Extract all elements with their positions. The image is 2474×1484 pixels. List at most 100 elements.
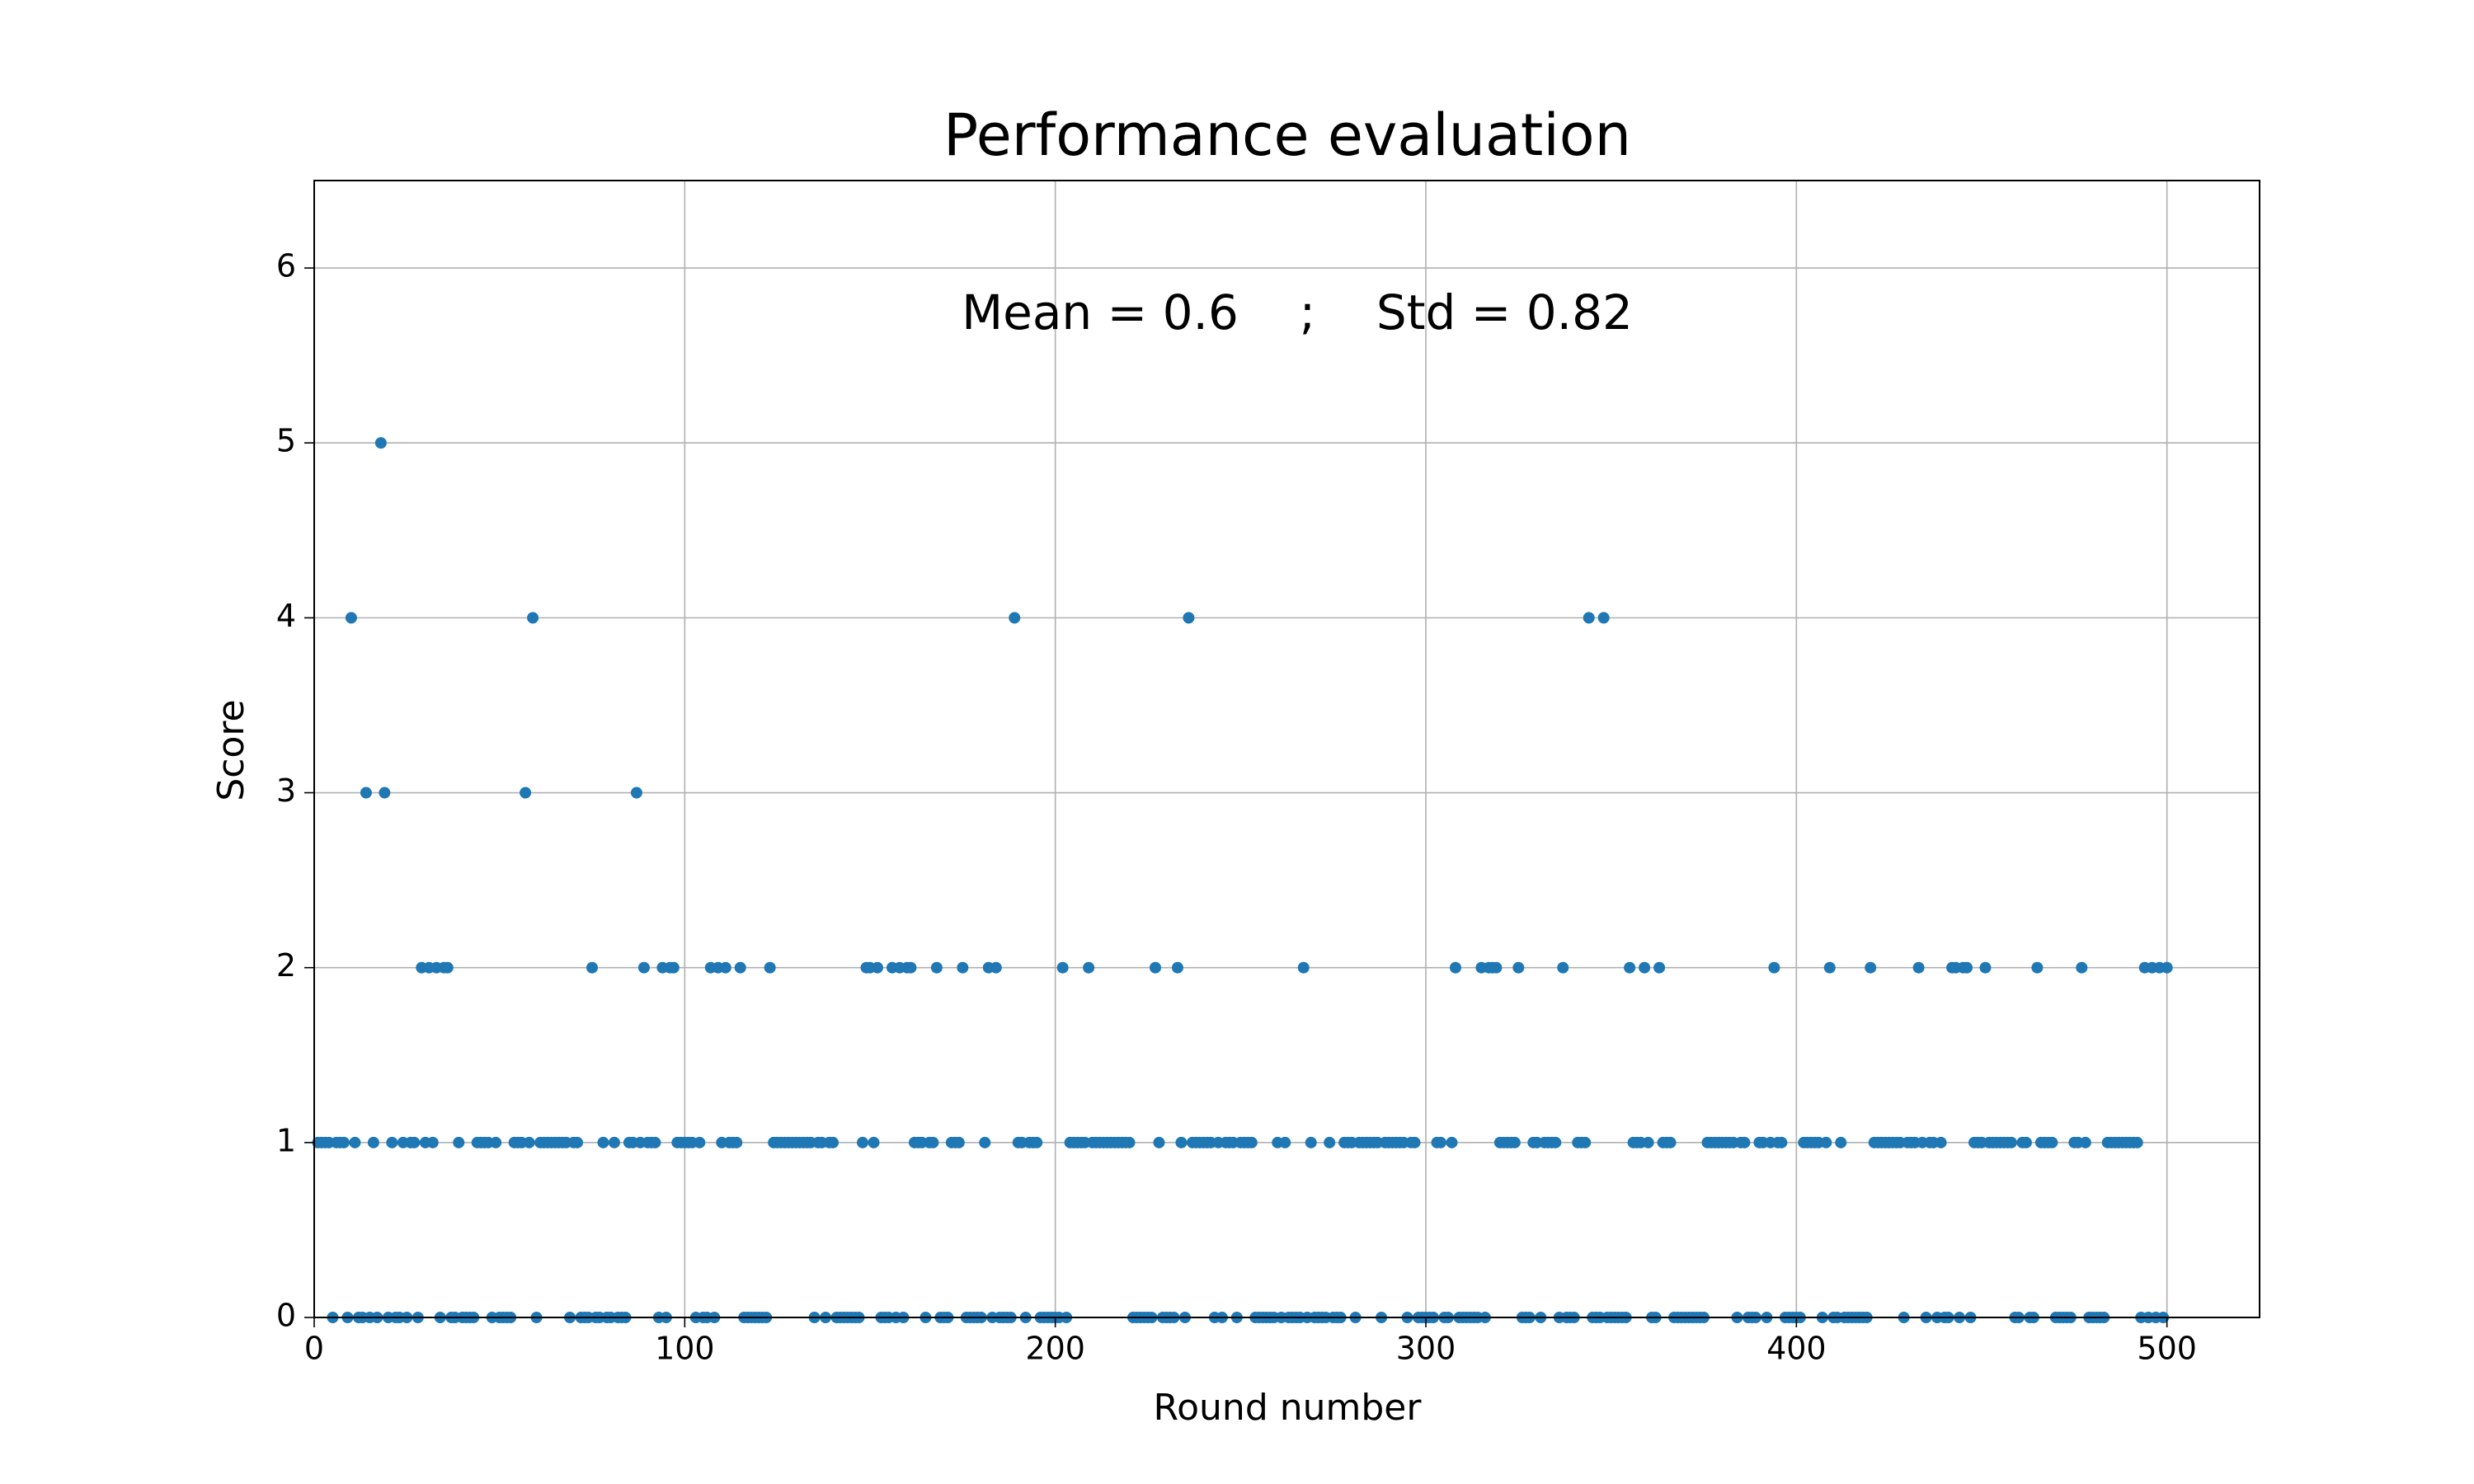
point — [360, 787, 372, 799]
point — [2046, 1136, 2058, 1148]
point — [1579, 1136, 1592, 1148]
point — [527, 612, 539, 624]
point — [386, 1136, 398, 1148]
point — [731, 1136, 743, 1148]
y-tick-label: 1 — [276, 1122, 296, 1158]
chart-title: Performance evaluation — [943, 101, 1631, 169]
point — [1305, 1136, 1317, 1148]
y-tick-label: 5 — [276, 423, 296, 459]
point — [1738, 1136, 1751, 1148]
point — [1508, 1136, 1521, 1148]
x-tick-label: 300 — [1396, 1331, 1456, 1367]
point — [1624, 961, 1636, 974]
point — [979, 1136, 991, 1148]
point — [871, 961, 883, 974]
x-axis-label: Round number — [1154, 1387, 1423, 1429]
point — [1183, 612, 1195, 624]
point — [520, 787, 532, 799]
point — [1935, 1136, 1947, 1148]
point — [597, 1136, 609, 1148]
point — [1912, 961, 1925, 974]
point — [1153, 1136, 1165, 1148]
point — [1664, 1136, 1677, 1148]
point — [1820, 1136, 1832, 1148]
x-tick-label: 500 — [2137, 1331, 2197, 1367]
point — [426, 1136, 439, 1148]
point — [868, 1136, 880, 1148]
point — [441, 961, 454, 974]
point — [1490, 961, 1503, 974]
point — [1056, 961, 1069, 974]
point — [857, 1136, 869, 1148]
point — [2005, 1136, 2017, 1148]
point — [2131, 1136, 2143, 1148]
point — [1009, 612, 1021, 624]
point — [367, 1136, 379, 1148]
point — [927, 1136, 939, 1148]
point — [379, 787, 391, 799]
point — [1031, 1136, 1043, 1148]
point — [2079, 1136, 2091, 1148]
point — [630, 787, 642, 799]
y-tick-label: 3 — [276, 773, 296, 809]
x-tick-label: 400 — [1766, 1331, 1827, 1367]
point — [2076, 961, 2088, 974]
y-tick-label: 2 — [276, 947, 296, 984]
point — [523, 1136, 535, 1148]
point — [349, 1136, 361, 1148]
point — [905, 961, 917, 974]
point — [930, 961, 943, 974]
point — [1961, 961, 1973, 974]
point — [608, 1136, 620, 1148]
point — [1149, 961, 1161, 974]
x-tick-label: 100 — [655, 1331, 715, 1367]
point — [694, 1136, 706, 1148]
point — [1171, 961, 1183, 974]
point — [1279, 1136, 1291, 1148]
point — [1297, 961, 1310, 974]
point — [1409, 1136, 1421, 1148]
point — [957, 961, 969, 974]
point — [374, 437, 387, 449]
point — [1324, 1136, 1336, 1148]
point — [990, 961, 1002, 974]
point — [1642, 1136, 1654, 1148]
x-tick-label: 0 — [304, 1331, 324, 1367]
plot-frame — [313, 180, 2260, 1318]
point — [1639, 961, 1651, 974]
point — [1557, 961, 1569, 974]
point — [734, 961, 746, 974]
point — [1768, 961, 1780, 974]
point — [1512, 961, 1525, 974]
point — [827, 1136, 840, 1148]
point — [952, 1136, 965, 1148]
point — [1865, 961, 1877, 974]
point — [453, 1136, 465, 1148]
point — [1446, 1136, 1458, 1148]
point — [667, 961, 680, 974]
point — [571, 1136, 584, 1148]
point — [1583, 612, 1595, 624]
point — [408, 1136, 421, 1148]
annotation: Mean = 0.6 ; Std = 0.82 — [962, 284, 1633, 340]
y-tick-label: 4 — [276, 598, 296, 634]
point — [1776, 1136, 1788, 1148]
point — [1550, 1136, 1562, 1148]
point — [719, 961, 731, 974]
point — [1449, 961, 1461, 974]
point — [1175, 1136, 1188, 1148]
point — [337, 1136, 350, 1148]
point — [586, 961, 598, 974]
point — [764, 961, 776, 974]
point — [1083, 961, 1095, 974]
y-axis-label: Score — [210, 699, 252, 801]
point — [649, 1136, 661, 1148]
point — [1979, 961, 1992, 974]
point — [1653, 961, 1666, 974]
y-tick-label: 0 — [276, 1298, 296, 1334]
point — [1434, 1136, 1446, 1148]
point — [1245, 1136, 1258, 1148]
point — [1835, 1136, 1847, 1148]
